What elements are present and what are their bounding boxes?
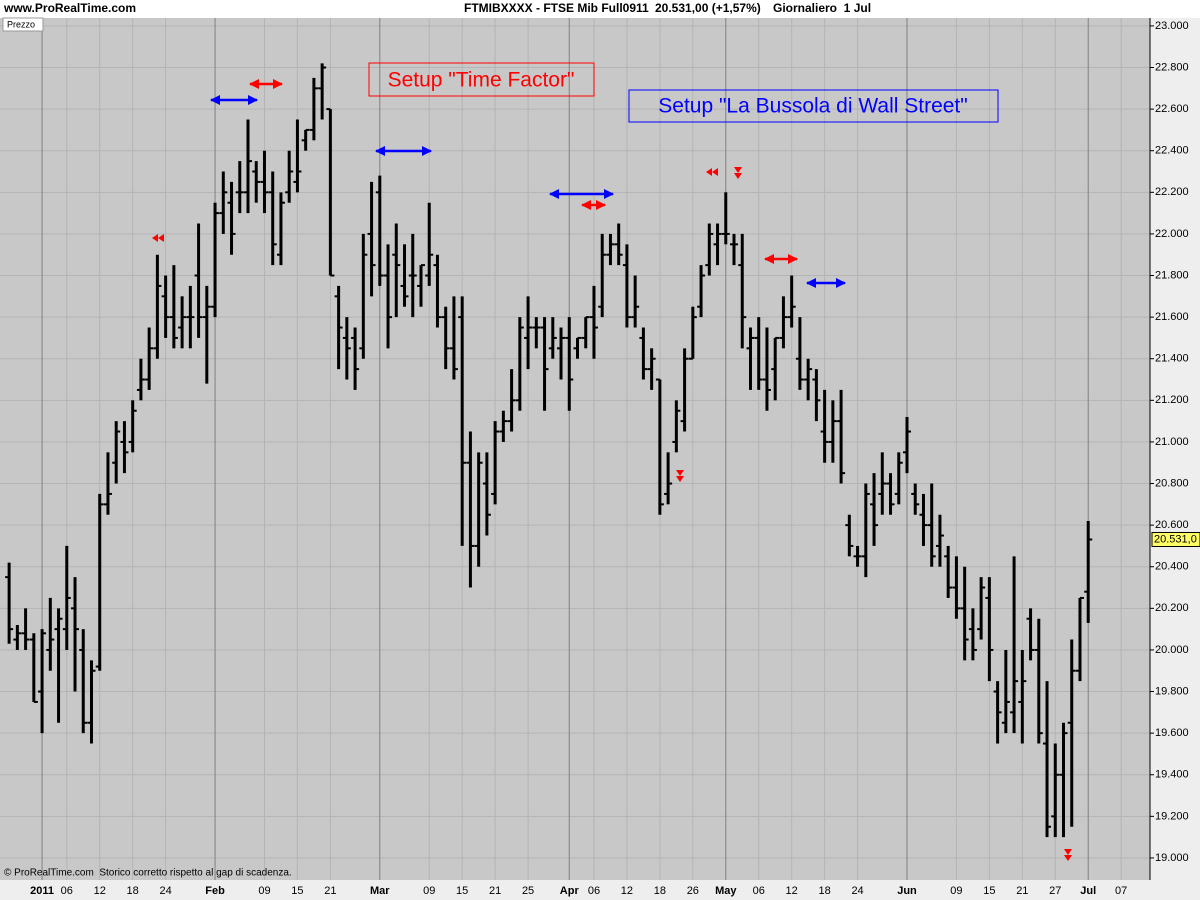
x-tick-label: 27 <box>1049 885 1061 897</box>
last-price-label: 20.531,0 <box>1154 533 1197 545</box>
y-tick-label: 20.000 <box>1155 644 1189 656</box>
annotation: Setup "Time Factor" <box>388 69 575 92</box>
panel-label-box <box>2 17 44 32</box>
header-bar <box>0 0 1200 18</box>
y-tick-label: 21.600 <box>1155 311 1189 323</box>
x-tick-label: 24 <box>160 885 172 897</box>
x-tick-label: 18 <box>127 885 139 897</box>
annotation-box <box>368 62 595 97</box>
x-tick-label: 18 <box>818 885 830 897</box>
y-tick-label: 23.000 <box>1155 20 1189 32</box>
x-tick-label: 09 <box>950 885 962 897</box>
arrows <box>210 79 846 288</box>
x-tick-label: Jun <box>897 885 917 897</box>
x-tick-label: 06 <box>61 885 73 897</box>
period: Giornaliero 1 Jul <box>773 1 871 15</box>
y-tick-label: 20.400 <box>1155 561 1189 573</box>
y-tick-label: 21.000 <box>1155 436 1189 448</box>
x-tick-label: 07 <box>1115 885 1127 897</box>
annotation: Setup "La Bussola di Wall Street" <box>658 95 967 118</box>
markers <box>152 167 1072 861</box>
x-tick-label: 25 <box>522 885 534 897</box>
y-tick-label: 19.800 <box>1155 685 1189 697</box>
x-axis-area <box>0 880 1150 900</box>
x-tick-label: 12 <box>786 885 798 897</box>
left-marker <box>706 168 718 176</box>
plot-area <box>0 18 1150 880</box>
x-tick-label: 21 <box>324 885 336 897</box>
x-tick-label: 09 <box>423 885 435 897</box>
left-marker <box>152 234 164 242</box>
annotation-box <box>628 89 999 123</box>
x-tick-label: 15 <box>456 885 468 897</box>
x-tick-label: 21 <box>1016 885 1028 897</box>
y-tick-label: 19.600 <box>1155 727 1189 739</box>
x-tick-label: Apr <box>560 885 580 897</box>
y-tick-label: 22.000 <box>1155 228 1189 240</box>
x-tick-label: Mar <box>370 885 390 897</box>
down-marker <box>676 470 684 482</box>
x-tick-label: May <box>715 885 737 897</box>
x-tick-label: 09 <box>258 885 270 897</box>
y-tick-label: 22.200 <box>1155 186 1189 198</box>
footer: © ProRealTime.com Storico corretto rispe… <box>4 868 292 879</box>
x-tick-label: Feb <box>205 885 225 897</box>
y-tick-label: 20.600 <box>1155 519 1189 531</box>
y-tick-label: 22.400 <box>1155 145 1189 157</box>
last-price-box <box>1151 531 1200 547</box>
x-tick-label: 26 <box>687 885 699 897</box>
x-tick-label: 2011 <box>30 885 54 897</box>
y-tick-label: 22.600 <box>1155 103 1189 115</box>
panel-label: Prezzo <box>7 19 35 29</box>
x-tick-label: 18 <box>654 885 666 897</box>
y-tick-label: 20.800 <box>1155 477 1189 489</box>
y-axis-area <box>1150 18 1200 900</box>
y-tick-label: 22.800 <box>1155 61 1189 73</box>
y-tick-label: 19.200 <box>1155 810 1189 822</box>
down-marker <box>1064 849 1072 861</box>
y-tick-label: 20.200 <box>1155 602 1189 614</box>
x-tick-label: Jul <box>1080 885 1096 897</box>
y-tick-label: 19.000 <box>1155 852 1189 864</box>
quote: 20.531,00 (+1,57%) <box>655 1 761 15</box>
x-tick-label: 15 <box>291 885 303 897</box>
x-tick-label: 06 <box>588 885 600 897</box>
site: www.ProRealTime.com <box>3 1 136 15</box>
x-tick-label: 12 <box>621 885 633 897</box>
x-tick-label: 15 <box>983 885 995 897</box>
y-tick-label: 19.400 <box>1155 769 1189 781</box>
x-tick-label: 12 <box>94 885 106 897</box>
y-tick-label: 21.200 <box>1155 394 1189 406</box>
bars <box>5 63 1093 838</box>
y-tick-label: 21.800 <box>1155 269 1189 281</box>
y-tick-label: 21.400 <box>1155 353 1189 365</box>
down-marker <box>734 167 742 179</box>
x-tick-label: 21 <box>489 885 501 897</box>
x-tick-label: 24 <box>851 885 863 897</box>
chart-title: FTMIBXXXX - FTSE Mib Full0911 <box>464 1 649 15</box>
x-tick-label: 06 <box>753 885 765 897</box>
